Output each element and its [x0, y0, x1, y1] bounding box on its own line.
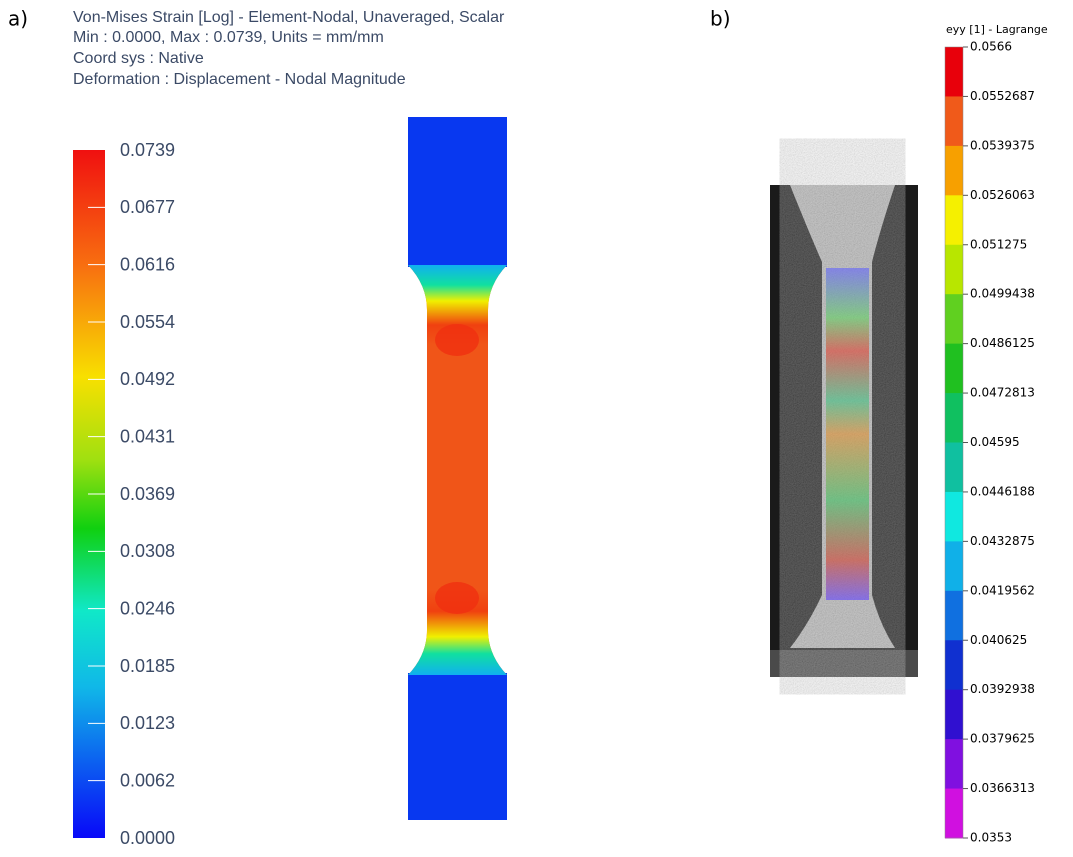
colorbar: 0.0566 0.0552687 0.0539375 0.0526063 0.05127…	[945, 40, 1035, 845]
header-line: Coord sys : Native	[73, 50, 204, 67]
colorbar-label: 0.0566	[970, 40, 1012, 54]
colorbar-label: 0.0353	[970, 831, 1012, 845]
colorbar-label: 0.0185	[120, 656, 175, 676]
colorbar-label: 0.0000	[120, 828, 175, 848]
colorbar-label: 0.0472813	[970, 386, 1035, 400]
colorbar-label: 0.0246	[120, 598, 175, 618]
colorbar-label: 0.0539375	[970, 138, 1035, 152]
color-block	[945, 47, 963, 97]
color-block	[945, 245, 963, 295]
colorbar-label: 0.0369	[120, 484, 175, 504]
colorbar-label: 0.0446188	[970, 484, 1035, 498]
colorbar-label: 0.0123	[120, 713, 175, 733]
color-block	[945, 492, 963, 542]
color-block	[945, 591, 963, 641]
page: {"panel_a": {"label": "a)", "header": ["…	[0, 0, 1073, 852]
colorbar-label: 0.0677	[120, 197, 175, 217]
color-block	[945, 393, 963, 443]
dic-photo	[770, 185, 918, 677]
colorbar-label: 0.0419562	[970, 583, 1035, 597]
panel-label: b)	[710, 7, 731, 31]
colorbar-label: 0.0392938	[970, 682, 1035, 696]
colorbar-label: 0.0432875	[970, 534, 1035, 548]
header-line: Deformation : Displacement - Nodal Magni…	[73, 71, 406, 88]
colorbar-label: 0.0492	[120, 369, 175, 389]
colorbar-label: 0.0308	[120, 541, 175, 561]
color-block	[945, 344, 963, 394]
colorbar-label: 0.0554	[120, 312, 175, 332]
color-block	[945, 789, 963, 839]
colorbar-label: 0.051275	[970, 237, 1027, 251]
colorbar-label: 0.0499438	[970, 287, 1035, 301]
colorbar-label: 0.040625	[970, 633, 1027, 647]
colorbar-label: 0.04595	[970, 435, 1020, 449]
color-block	[945, 195, 963, 245]
header-line: Von-Mises Strain [Log] - Element-Nodal, …	[73, 9, 505, 26]
colorbar-label: 0.0486125	[970, 336, 1035, 350]
colorbar-label: 0.0379625	[970, 732, 1035, 746]
color-block	[945, 146, 963, 196]
color-block	[945, 96, 963, 146]
color-block	[945, 739, 963, 789]
color-block	[945, 541, 963, 591]
colorbar-label: 0.0062	[120, 770, 175, 790]
color-block	[945, 690, 963, 740]
header-line: Min : 0.0000, Max : 0.0739, Units = mm/m…	[73, 29, 384, 46]
figure: a) Von-Mises Strain [Log] - Element-Noda…	[0, 0, 1073, 852]
colorbar-label: 0.0739	[120, 140, 175, 160]
color-block	[945, 294, 963, 344]
colorbar-label: 0.0366313	[970, 781, 1035, 795]
colorbar-label: 0.0431	[120, 426, 175, 446]
colorbar-label: 0.0616	[120, 254, 175, 274]
color-block	[945, 443, 963, 493]
fe-specimen	[408, 117, 507, 820]
colorbar-label: 0.0526063	[970, 188, 1035, 202]
panel-label: a)	[8, 7, 28, 31]
color-block	[945, 640, 963, 690]
colorbar-title: eyy [1] - Lagrange	[946, 23, 1048, 36]
colorbar-label: 0.0552687	[970, 89, 1035, 103]
